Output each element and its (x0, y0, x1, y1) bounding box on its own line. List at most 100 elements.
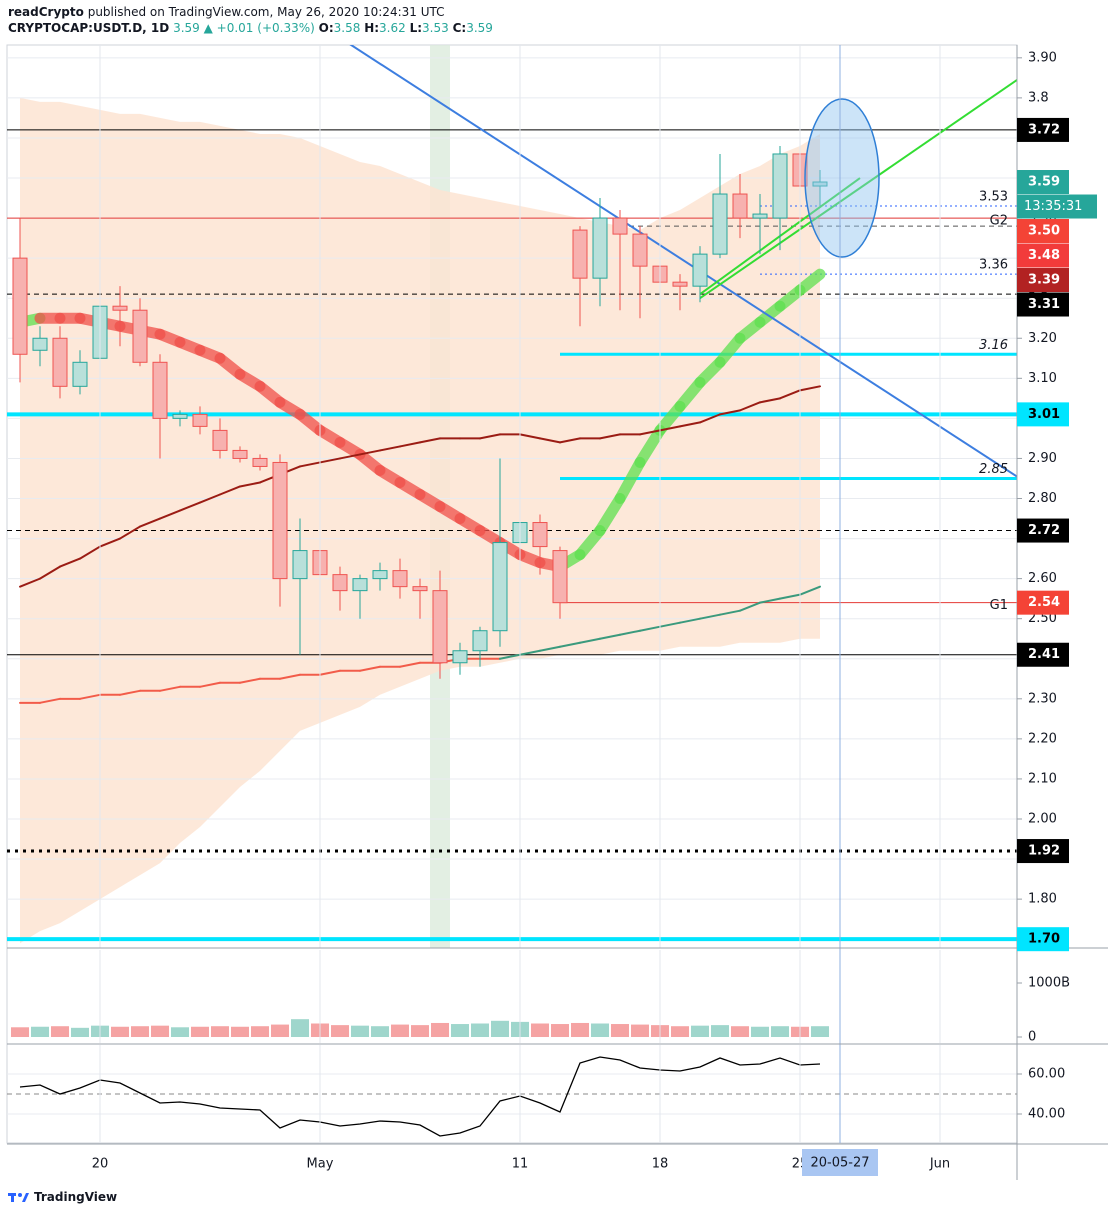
volume-bar (111, 1026, 129, 1038)
crosshair-label: 20-05-27 (810, 1156, 869, 1171)
price-tag-label: 1.70 (1028, 932, 1060, 947)
price-tag (1017, 518, 1069, 543)
price-tag-label: 3.48 (1028, 248, 1060, 263)
volume-bar (151, 1025, 169, 1038)
candle-body (212, 429, 228, 451)
ma-line-segment (239, 481, 261, 488)
volume-bar (31, 1026, 49, 1038)
ma-line-segment (659, 425, 681, 432)
y-tick-label: 2.90 (1028, 451, 1057, 466)
ma-line-segment (359, 449, 381, 456)
candle-body (32, 337, 48, 351)
change-pct: (+0.33%) (257, 21, 315, 35)
ma-line-segment (419, 437, 441, 444)
ohlc-name: O: (318, 21, 334, 35)
ohlc: O:3.58 H:3.62 L:3.53 C:3.59 (319, 21, 493, 35)
volume-bar (711, 1025, 729, 1038)
ma-ribbon-segment (614, 456, 646, 505)
candle-body (172, 413, 188, 419)
volume-bar (171, 1027, 189, 1038)
price-tag-label: 3.50 (1028, 224, 1060, 239)
candle-body (812, 181, 828, 187)
ohlc-name: H: (364, 21, 380, 35)
price-tag (1017, 170, 1069, 195)
ma-line-segment (319, 457, 341, 464)
candle-body (112, 305, 128, 311)
ohlc-value: 3.58 (333, 21, 361, 35)
footer-brand: TradingView (34, 1190, 118, 1204)
price-tag-label: 2.72 (1028, 523, 1060, 538)
price-tag (1017, 839, 1069, 864)
ma-line-segment (559, 641, 581, 648)
price-tag (1017, 219, 1069, 244)
volume-bar (611, 1024, 629, 1038)
ma-line-segment (399, 661, 421, 668)
price-tag (1017, 927, 1069, 952)
rsi-pane (7, 1056, 1017, 1137)
candle-body (232, 449, 248, 459)
candle-body (52, 337, 68, 387)
candle-body (352, 578, 368, 592)
overlay-layer: 3.53 G2 3.36 3.16 2.85 G1 20-05-27 3.72 3.59 13:3… (802, 117, 1097, 1176)
ma-line-segment (539, 437, 561, 444)
rsi-line (19, 1056, 821, 1137)
candle-body (752, 213, 768, 219)
x-tick-label: May (307, 1157, 334, 1172)
ma-line-segment (319, 669, 341, 676)
ma-line-segment (519, 649, 541, 656)
candle-body (72, 361, 88, 387)
candle-body (532, 522, 548, 548)
volume-bar (431, 1022, 449, 1038)
level-value-label: 2.85 (979, 462, 1008, 477)
level-value-label: 3.36 (979, 258, 1008, 273)
candle-body (612, 217, 628, 235)
ma-line-segment (639, 625, 661, 632)
ma-line-segment (699, 613, 721, 620)
volume-bar (391, 1024, 409, 1038)
ma-line-segment (99, 537, 121, 548)
volume-bar (751, 1026, 769, 1038)
y-tick-label: 2.60 (1028, 571, 1057, 586)
ma-ribbon-segment (594, 493, 626, 537)
ma-line-segment (119, 525, 141, 540)
ma-line-segment (59, 557, 81, 568)
ma-line-segment (399, 441, 421, 448)
price-tag-label: 3.39 (1028, 273, 1060, 288)
level-value-label: 3.16 (979, 338, 1008, 353)
ma-line-segment (779, 389, 801, 400)
ma-line-segment (79, 545, 101, 560)
volume-bar (371, 1026, 389, 1038)
countdown-label: 13:35:31 (1024, 199, 1082, 214)
ma-line-segment (19, 577, 41, 588)
ma-line-segment (79, 693, 101, 700)
ma-line-segment (159, 509, 181, 520)
candle-body (672, 281, 688, 287)
ma-line-segment (619, 629, 641, 636)
ma-ribbon-segment (634, 424, 666, 468)
candle-body (152, 361, 168, 419)
x-tick-label: 11 (512, 1157, 529, 1172)
ma-line-segment (379, 445, 401, 452)
y-tick-label: 2.20 (1028, 731, 1057, 746)
symbol-line: CRYPTOCAP:USDT.D, 1D 3.59 ▲ +0.01 (+0.33… (8, 20, 493, 36)
main-pane (7, 45, 1017, 948)
y-tick-label: 2.00 (1028, 812, 1057, 827)
ma-line-segment (279, 673, 301, 680)
ma-ribbon-segment (794, 268, 826, 296)
candle-body (332, 574, 348, 592)
price-tag-label: 1.92 (1028, 844, 1060, 859)
ma-line-segment (39, 565, 61, 580)
price-tag-label: 2.54 (1028, 595, 1060, 610)
candle-body (372, 570, 388, 580)
price-tag (1017, 642, 1069, 667)
candle-body (492, 542, 508, 632)
y-tick-label: 1000B (1028, 975, 1070, 990)
ma-line-segment (699, 413, 721, 424)
candle-body (192, 413, 208, 427)
ma-line-segment (639, 429, 661, 436)
ma-line-segment (339, 453, 361, 460)
author: readCrypto (8, 5, 84, 19)
price-tag (1017, 292, 1069, 317)
y-tick-label: 3.90 (1028, 50, 1057, 65)
